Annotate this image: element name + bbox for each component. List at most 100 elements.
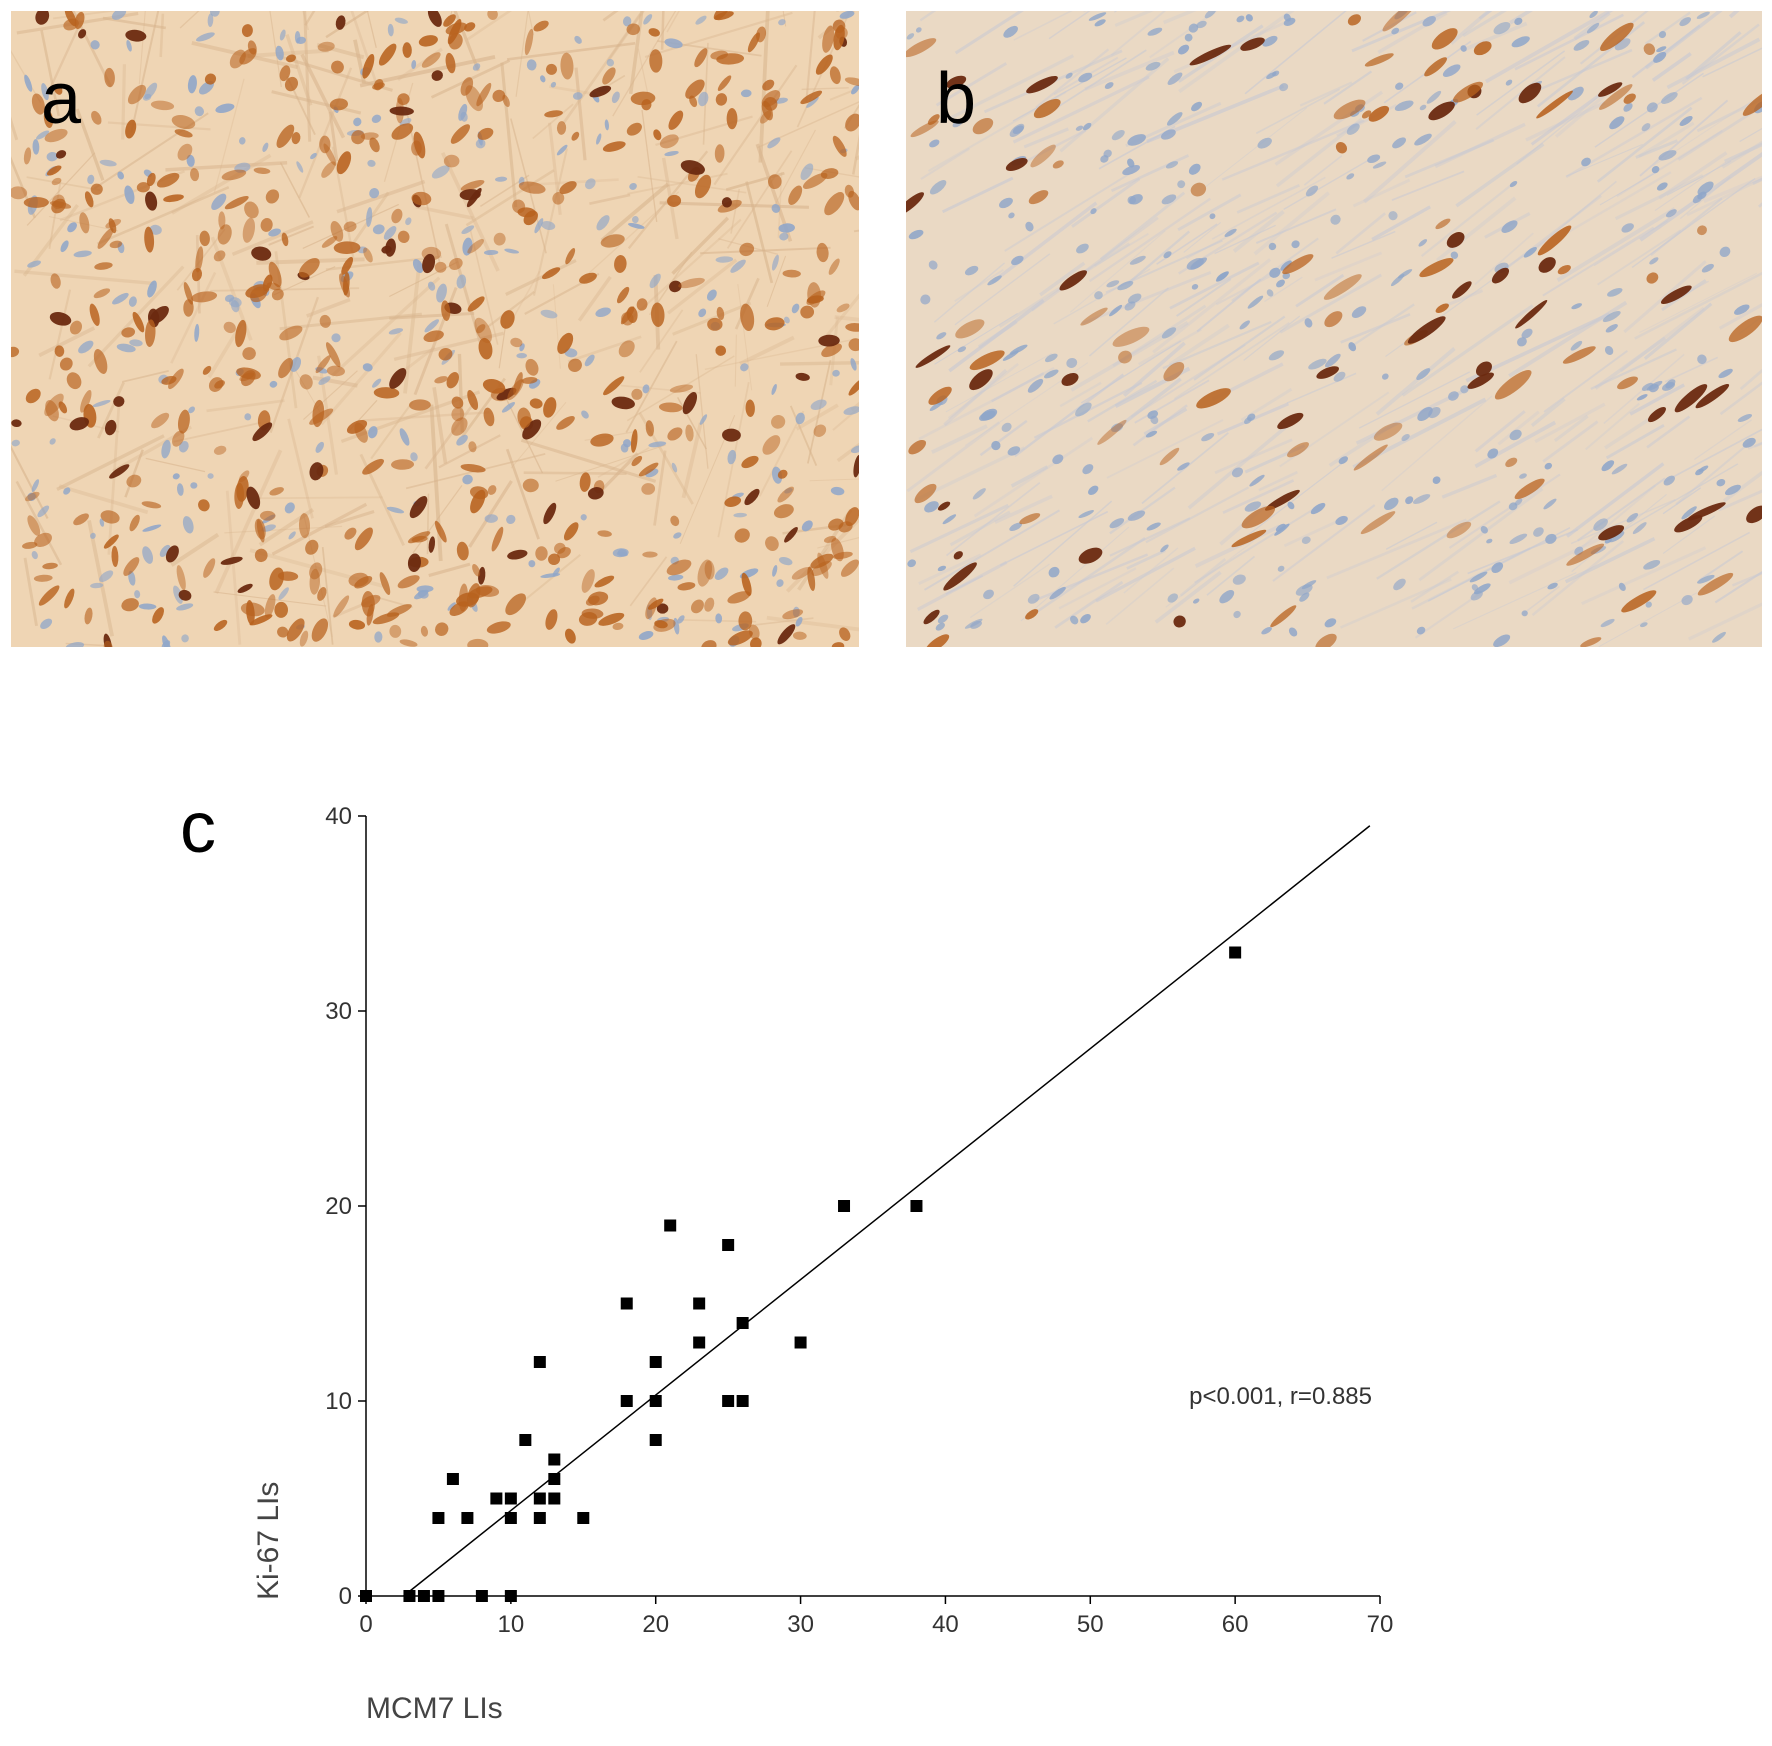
positive-nucleus xyxy=(1240,37,1265,51)
negative-nucleus xyxy=(431,165,450,179)
positive-nucleus xyxy=(1467,372,1494,389)
negative-nucleus xyxy=(63,487,71,495)
positive-nucleus xyxy=(346,419,368,434)
positive-nucleus xyxy=(741,572,752,596)
tissue-fiber xyxy=(505,448,540,540)
positive-nucleus xyxy=(529,398,543,409)
negative-nucleus xyxy=(1129,194,1143,205)
positive-nucleus xyxy=(434,520,447,543)
positive-nucleus xyxy=(385,238,396,257)
negative-nucleus xyxy=(1076,243,1089,254)
negative-nucleus xyxy=(1266,289,1274,297)
tissue-fiber xyxy=(1474,232,1534,286)
tissue-fiber xyxy=(1597,229,1682,286)
positive-nucleus xyxy=(369,137,380,153)
positive-nucleus xyxy=(513,372,523,395)
negative-nucleus xyxy=(388,328,404,335)
negative-nucleus xyxy=(504,248,520,254)
positive-nucleus xyxy=(521,377,538,384)
tissue-fiber xyxy=(1162,320,1272,370)
negative-nucleus xyxy=(279,29,286,41)
negative-nucleus xyxy=(1450,251,1459,259)
scatter-point xyxy=(548,1473,561,1485)
positive-nucleus xyxy=(1446,232,1465,248)
tissue-fiber xyxy=(809,478,859,482)
positive-nucleus xyxy=(1621,590,1657,613)
negative-nucleus xyxy=(715,256,734,263)
positive-nucleus xyxy=(791,567,812,580)
tissue-fiber xyxy=(641,109,658,223)
negative-nucleus xyxy=(972,488,986,500)
negative-nucleus xyxy=(612,548,629,558)
positive-nucleus xyxy=(832,135,847,157)
positive-nucleus xyxy=(1674,384,1708,413)
positive-nucleus xyxy=(587,487,604,500)
tissue-fiber xyxy=(1013,11,1073,41)
positive-nucleus xyxy=(1562,346,1596,364)
positive-nucleus xyxy=(612,622,624,630)
tissue-fiber xyxy=(1206,555,1256,596)
negative-nucleus xyxy=(979,410,996,421)
positive-nucleus xyxy=(456,541,469,561)
positive-nucleus xyxy=(64,588,75,609)
tissue-fiber xyxy=(1279,273,1383,334)
tissue-fiber xyxy=(1221,119,1365,181)
negative-nucleus xyxy=(369,188,380,199)
tissue-fiber xyxy=(1644,11,1691,45)
positive-nucleus xyxy=(156,172,180,188)
negative-nucleus xyxy=(1078,72,1093,83)
positive-nucleus xyxy=(666,559,692,576)
positive-nucleus xyxy=(626,23,641,36)
negative-nucleus xyxy=(462,237,473,256)
tissue-fiber xyxy=(278,54,393,92)
positive-nucleus xyxy=(545,609,558,630)
positive-nucleus xyxy=(299,630,309,647)
negative-nucleus xyxy=(456,274,467,289)
tissue-fiber xyxy=(1698,550,1744,581)
tissue-fiber xyxy=(510,401,567,469)
positive-nucleus xyxy=(614,255,627,273)
negative-nucleus xyxy=(1567,86,1584,101)
negative-nucleus xyxy=(1480,526,1488,534)
tissue-fiber xyxy=(389,311,475,320)
tissue-fiber xyxy=(969,563,1050,619)
negative-nucleus xyxy=(475,138,486,149)
positive-nucleus xyxy=(491,526,504,552)
regression-line xyxy=(403,825,1371,1597)
negative-nucleus xyxy=(501,402,515,413)
positive-nucleus xyxy=(149,305,169,325)
positive-nucleus xyxy=(715,345,727,356)
tissue-fiber xyxy=(954,253,1051,326)
positive-nucleus xyxy=(221,169,247,181)
negative-nucleus xyxy=(1177,180,1186,189)
tissue-fiber xyxy=(1619,306,1705,373)
negative-nucleus xyxy=(124,185,135,205)
positive-nucleus xyxy=(1446,521,1472,539)
positive-nucleus xyxy=(178,589,192,601)
negative-nucleus xyxy=(1216,271,1229,281)
positive-nucleus xyxy=(602,67,616,85)
negative-nucleus xyxy=(460,111,468,122)
negative-nucleus xyxy=(1604,345,1614,356)
tissue-fiber xyxy=(304,11,316,26)
positive-nucleus xyxy=(309,462,324,481)
negative-nucleus xyxy=(1712,631,1726,643)
positive-nucleus xyxy=(533,20,549,32)
negative-nucleus xyxy=(73,250,92,258)
tissue-fiber xyxy=(1531,540,1625,617)
tissue-fiber xyxy=(173,421,261,443)
negative-nucleus xyxy=(1593,518,1608,531)
positive-nucleus xyxy=(459,189,481,201)
tissue-fiber xyxy=(75,108,105,181)
tissue-fiber xyxy=(1747,441,1762,450)
positive-nucleus xyxy=(33,574,53,582)
positive-nucleus xyxy=(354,527,373,551)
positive-nucleus xyxy=(23,196,49,208)
negative-nucleus xyxy=(1283,13,1291,22)
tissue-fiber xyxy=(973,436,1094,518)
positive-nucleus xyxy=(923,609,940,625)
negative-nucleus xyxy=(952,118,964,128)
negative-nucleus xyxy=(78,340,94,354)
positive-nucleus xyxy=(1026,75,1058,94)
positive-nucleus xyxy=(1491,267,1510,284)
